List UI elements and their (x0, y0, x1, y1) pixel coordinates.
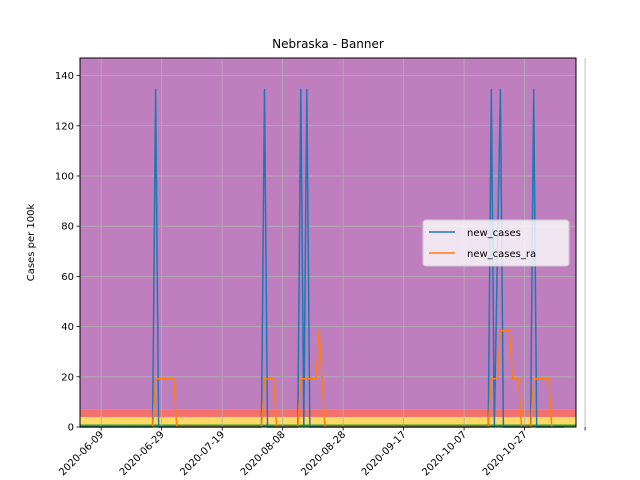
legend-box (422, 219, 570, 267)
x-tick-label: 2020-06-29 (118, 429, 167, 478)
y-tick-label: 80 (61, 222, 74, 233)
plot-frame (79, 57, 577, 428)
series-line-new_cases_ra (151, 329, 553, 428)
y-tick-label: 120 (55, 121, 74, 132)
y-axis-label: Cases per 100k (26, 204, 37, 282)
x-tick-label: 2020-10-27 (481, 429, 530, 478)
y-tick-label: 20 (61, 372, 74, 383)
y-tick-label: 140 (55, 71, 74, 82)
y-axis: 0 20 40 60 80 100 120 140 (55, 71, 80, 434)
x-tick-label: 2020-08-08 (239, 429, 288, 478)
band-0 (80, 424, 576, 427)
band-2 (80, 409, 576, 417)
x-tick-label: 2020-09-17 (360, 429, 409, 478)
y-tick-label: 0 (68, 423, 74, 434)
x-tick-label: 2020-08-28 (299, 429, 348, 478)
y-tick-label: 40 (61, 322, 74, 333)
chart-title: Nebraska - Banner (272, 37, 384, 51)
band-1 (80, 416, 576, 425)
y-tick-label: 100 (55, 171, 74, 182)
x-tick-label: 2020-10-07 (420, 429, 469, 478)
y-tick-label: 60 (61, 272, 74, 283)
legend: new_cases new_cases_ra (422, 219, 570, 267)
legend-label: new_cases_ra (467, 249, 536, 260)
x-axis: 2020-06-09 2020-06-29 2020-07-19 2020-08-08… (57, 427, 586, 478)
legend-label: new_cases (467, 228, 521, 239)
x-tick-label: 2020-06-09 (57, 429, 106, 478)
x-tick-label: 2020-07-19 (178, 429, 227, 478)
